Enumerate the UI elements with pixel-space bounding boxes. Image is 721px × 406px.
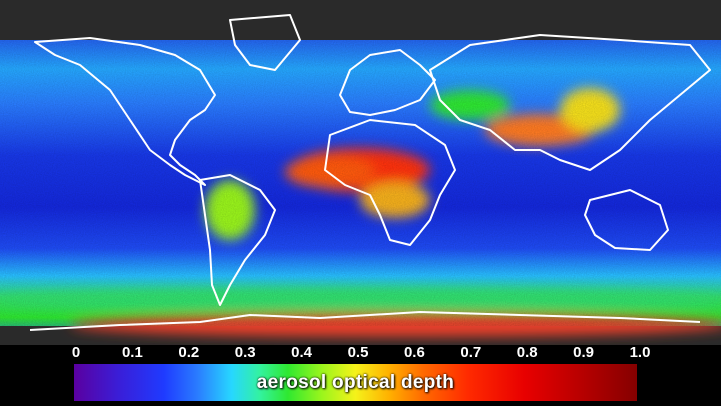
colorbar-tick-label: 0.3 [234, 344, 256, 361]
greenland-coast [229, 14, 301, 71]
europe-coast [339, 49, 436, 116]
colorbar-tick-labels: 0 0.1 0.2 0.3 0.4 0.5 0.6 0.7 0.8 0.9 1.0 [60, 343, 660, 363]
colorbar-tick-label: 0 [71, 344, 81, 361]
colorbar: aerosol optical depth [74, 364, 637, 401]
asia-coast [429, 34, 711, 171]
colorbar-tick-label: 0.7 [460, 344, 482, 361]
colorbar-tick-label: 0.8 [516, 344, 538, 361]
colorbar-tick-label: 0.5 [347, 344, 369, 361]
colorbar-tick-label: 0.2 [178, 344, 200, 361]
colorbar-tick-label: 0.4 [291, 344, 313, 361]
world-aerosol-map [0, 0, 721, 345]
colorbar-tick-label: 0.9 [573, 344, 595, 361]
south-america-coast [199, 174, 276, 306]
colorbar-title: aerosol optical depth [256, 372, 455, 393]
arctic-no-data [0, 0, 721, 40]
colorbar-tick-label: 0.1 [121, 344, 143, 361]
antarctica-coast [29, 311, 701, 331]
africa-coast [324, 119, 456, 246]
australia-coast [584, 189, 669, 251]
colorbar-tick-label: 1.0 [629, 344, 651, 361]
coastlines [29, 14, 711, 331]
speckle-texture [0, 40, 721, 326]
north-america-coast [34, 37, 216, 186]
colorbar-tick-label: 0.6 [403, 344, 425, 361]
